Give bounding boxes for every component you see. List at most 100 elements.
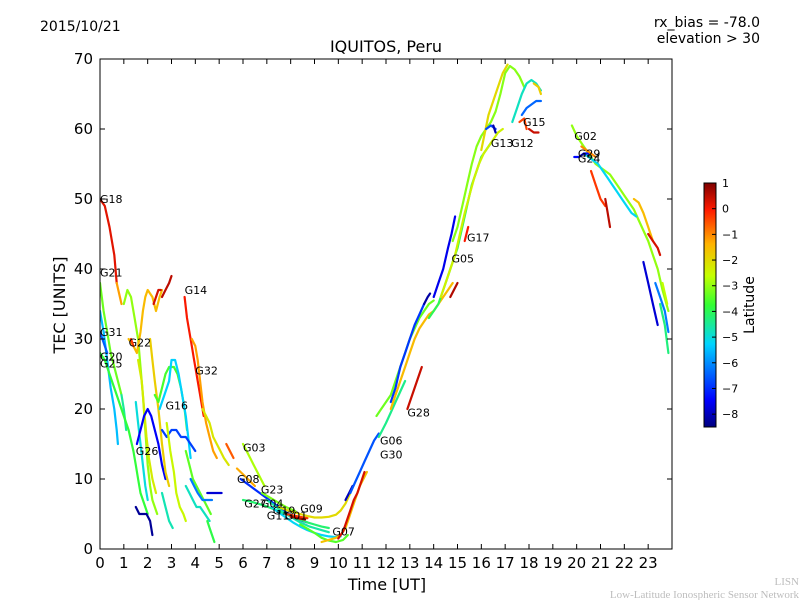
footer-lisn: LISN	[775, 576, 800, 588]
x-tick-label: 5	[214, 554, 224, 572]
date-label: 2015/10/21	[40, 19, 121, 35]
x-tick-label: 20	[567, 554, 586, 572]
sat-label-g11: G11	[267, 509, 290, 522]
x-tick-label: 0	[95, 554, 105, 572]
tec-series-61	[511, 78, 543, 124]
colorbar-tick-label: −8	[722, 408, 738, 421]
tec-series-70	[589, 169, 607, 208]
x-tick-label: 11	[353, 554, 372, 572]
sat-label-g18: G18	[100, 193, 123, 206]
tec-series-73	[647, 232, 662, 257]
tec-series-45	[349, 432, 380, 495]
axis-ticks: 0 1 2 3 4 5 6 7 8 9 10 11 12 13 14 15 16 17 18 19 20 21 22 2301…	[74, 50, 672, 572]
sat-label-g02: G02	[574, 130, 597, 143]
x-tick-label: 8	[286, 554, 296, 572]
sat-label-g22: G22	[129, 337, 152, 350]
tec-series-49	[423, 292, 432, 306]
tec-series-57	[451, 64, 526, 243]
tec-series-67	[582, 152, 638, 218]
tec-series-13	[134, 505, 154, 537]
x-tick-label: 7	[262, 554, 272, 572]
tec-series-19	[165, 421, 187, 523]
y-tick-label: 70	[74, 50, 93, 68]
sat-label-g17: G17	[467, 232, 490, 245]
x-tick-label: 16	[472, 554, 491, 572]
tec-series-15	[149, 337, 171, 488]
y-tick-label: 0	[83, 540, 93, 558]
tec-series-68	[573, 152, 590, 159]
colorbar-tick-label: −2	[722, 254, 738, 267]
tec-series-5	[100, 351, 149, 516]
sat-label-g08: G08	[237, 473, 260, 486]
tec-series-37	[270, 505, 342, 539]
y-tick-label: 10	[74, 470, 93, 488]
x-tick-label: 14	[424, 554, 443, 572]
tec-series-30	[206, 519, 216, 544]
x-tick-label: 3	[167, 554, 177, 572]
sat-label-g12: G12	[511, 137, 534, 150]
tec-series-1	[115, 281, 123, 306]
sat-label-g27: G27	[244, 498, 267, 511]
tec-series-39	[284, 512, 309, 520]
tec-series-74	[642, 260, 659, 327]
tec-series-77	[661, 281, 669, 306]
y-tick-label: 60	[74, 120, 93, 138]
sat-label-g28: G28	[407, 407, 430, 420]
tec-series-21	[160, 274, 173, 299]
sat-label-g25: G25	[100, 358, 123, 371]
tec-series-9	[129, 337, 135, 348]
y-tick-label: 20	[74, 400, 93, 418]
tec-series-69	[580, 145, 597, 159]
x-tick-label: 9	[310, 554, 320, 572]
chart-title: IQUITOS, Peru	[330, 37, 442, 56]
sat-label-g14: G14	[185, 284, 208, 297]
sat-label-g07: G07	[332, 526, 355, 539]
tec-series-40	[289, 515, 307, 521]
sat-label-g23: G23	[261, 484, 284, 497]
tec-series-11	[134, 400, 149, 502]
tec-series-46	[377, 379, 407, 439]
tec-series-51	[406, 365, 423, 411]
colorbar-tick-label: −1	[722, 228, 738, 241]
sat-label-g32: G32	[195, 365, 218, 378]
tec-series-32	[235, 467, 256, 488]
colorbar-tick-label: −6	[722, 357, 738, 370]
x-tick-label: 17	[496, 554, 515, 572]
sat-label-g31: G31	[100, 326, 123, 339]
tec-series-26	[184, 484, 211, 523]
y-tick-label: 30	[74, 330, 93, 348]
x-tick-label: 1	[119, 554, 129, 572]
x-axis-label: Time [UT]	[347, 575, 426, 594]
sat-label-g13: G13	[491, 137, 514, 150]
x-tick-label: 6	[238, 554, 248, 572]
x-tick-label: 2	[143, 554, 153, 572]
tec-series-71	[604, 197, 612, 229]
tec-series-10	[137, 358, 158, 495]
sat-label-g26: G26	[136, 445, 159, 458]
tec-series-14	[152, 288, 162, 306]
tec-series-72	[632, 197, 655, 243]
elevation-label: elevation > 30	[657, 31, 760, 47]
x-tick-label: 22	[615, 554, 634, 572]
tec-series-23	[190, 337, 218, 460]
tec-series-2	[100, 281, 123, 397]
tec-series-64	[527, 127, 540, 134]
tec-series-65	[532, 82, 543, 96]
x-tick-label: 12	[376, 554, 395, 572]
x-tick-label: 18	[519, 554, 538, 572]
x-tick-label: 4	[191, 554, 201, 572]
x-tick-label: 19	[543, 554, 562, 572]
tec-series-62	[520, 99, 543, 117]
y-tick-label: 40	[74, 260, 93, 278]
footer-network: Low-Latitude Ionospheric Sensor Network	[610, 589, 800, 600]
tec-series-27	[189, 477, 214, 502]
colorbar-tick-label: −4	[722, 305, 738, 318]
colorbar	[703, 182, 717, 428]
sat-label-g09: G09	[300, 502, 323, 515]
x-tick-label: 13	[400, 554, 419, 572]
tec-series-55	[449, 281, 459, 299]
sat-label-g24: G24	[578, 152, 601, 165]
sat-label-g15: G15	[523, 116, 546, 129]
